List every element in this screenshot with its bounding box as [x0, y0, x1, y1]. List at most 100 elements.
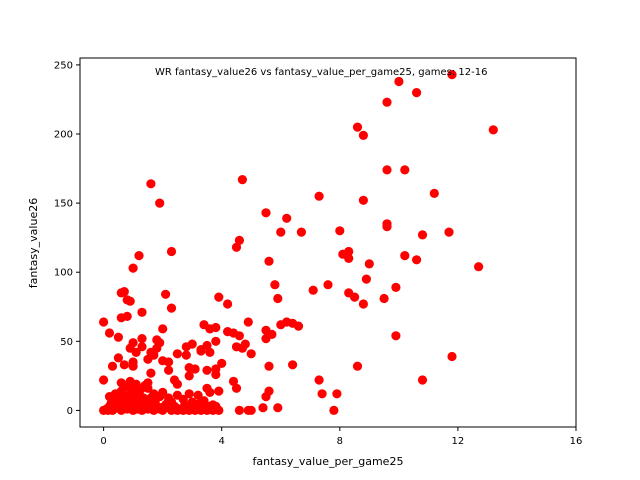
data-point — [358, 130, 368, 140]
data-point — [158, 324, 168, 334]
data-point — [205, 387, 215, 397]
data-point — [270, 280, 280, 290]
y-tick-label: 50 — [60, 337, 73, 348]
data-point — [104, 328, 115, 338]
data-point — [161, 289, 171, 299]
data-point — [293, 321, 304, 331]
data-point — [447, 351, 457, 362]
data-points — [99, 70, 498, 415]
data-point — [180, 400, 190, 410]
data-point — [412, 88, 422, 98]
data-point — [412, 255, 422, 265]
data-point — [417, 375, 428, 385]
data-point — [119, 360, 129, 370]
data-point — [488, 125, 498, 135]
data-point — [417, 230, 428, 240]
data-point — [202, 365, 212, 375]
data-point — [429, 188, 439, 198]
data-point — [447, 70, 457, 80]
data-point — [121, 403, 131, 413]
data-point — [119, 287, 129, 297]
data-point — [187, 339, 197, 349]
data-point — [214, 386, 224, 396]
data-point — [122, 311, 132, 321]
data-point — [332, 389, 342, 399]
data-point — [243, 317, 253, 327]
data-point — [113, 353, 123, 363]
data-point — [344, 253, 354, 263]
data-point — [364, 259, 374, 269]
data-point — [361, 274, 371, 284]
data-point — [474, 262, 484, 272]
data-point — [391, 331, 401, 341]
data-point — [128, 263, 138, 273]
data-point — [158, 387, 168, 397]
data-point — [196, 346, 206, 356]
y-tick-label: 200 — [54, 130, 73, 141]
data-point — [150, 396, 160, 406]
y-axis-ticks: 0 50 100 150 200 250 — [54, 60, 80, 417]
data-point — [382, 165, 392, 175]
data-point — [211, 369, 221, 380]
x-tick-label: 0 — [100, 436, 106, 447]
data-point — [131, 347, 141, 357]
data-point — [358, 299, 368, 309]
plot-frame — [79, 57, 577, 428]
data-point — [258, 403, 268, 413]
data-point — [400, 165, 410, 175]
data-point — [184, 371, 194, 381]
data-point — [164, 357, 174, 367]
data-point — [323, 280, 333, 290]
data-point — [444, 227, 454, 237]
x-tick-label: 12 — [452, 436, 465, 447]
data-point — [141, 397, 151, 407]
data-point — [115, 392, 125, 402]
data-point — [128, 361, 138, 371]
data-point — [237, 175, 247, 185]
data-point — [134, 251, 144, 261]
data-point — [282, 213, 292, 223]
x-axis-ticks: 0 4 8 12 16 — [100, 427, 582, 447]
data-point — [149, 389, 159, 399]
data-point — [143, 383, 153, 393]
data-point — [137, 307, 147, 317]
data-point — [146, 368, 156, 378]
data-point — [308, 285, 318, 295]
data-point — [264, 256, 274, 266]
data-point — [379, 293, 389, 304]
data-point — [273, 403, 283, 413]
x-tick-label: 8 — [337, 436, 343, 447]
data-point — [172, 379, 182, 389]
y-tick-label: 100 — [54, 268, 73, 279]
data-point — [352, 361, 363, 371]
data-point — [184, 389, 194, 399]
data-point — [273, 293, 283, 304]
data-point — [172, 349, 182, 359]
data-point — [164, 365, 174, 375]
data-point — [237, 343, 247, 353]
y-tick-label: 150 — [54, 199, 73, 210]
data-point — [166, 246, 177, 257]
data-point — [133, 404, 143, 414]
data-point — [171, 403, 181, 413]
y-tick-label: 0 — [67, 406, 73, 417]
data-point — [103, 405, 113, 415]
data-point — [246, 349, 256, 359]
data-point — [335, 226, 345, 236]
data-point — [155, 198, 165, 208]
data-point — [193, 390, 203, 400]
data-point — [231, 383, 242, 393]
x-axis-label: fantasy_value_per_game25 — [253, 455, 404, 468]
data-point — [184, 363, 194, 373]
data-point — [314, 191, 324, 201]
data-point — [382, 97, 392, 107]
chart-title: WR fantasy_value26 vs fantasy_value_per_… — [155, 67, 487, 78]
data-point — [276, 227, 286, 237]
data-point — [212, 404, 222, 414]
data-point — [234, 405, 244, 415]
data-point — [223, 299, 233, 309]
data-point — [261, 208, 271, 218]
data-point — [181, 350, 191, 360]
data-point — [214, 292, 224, 302]
data-point — [317, 389, 327, 399]
